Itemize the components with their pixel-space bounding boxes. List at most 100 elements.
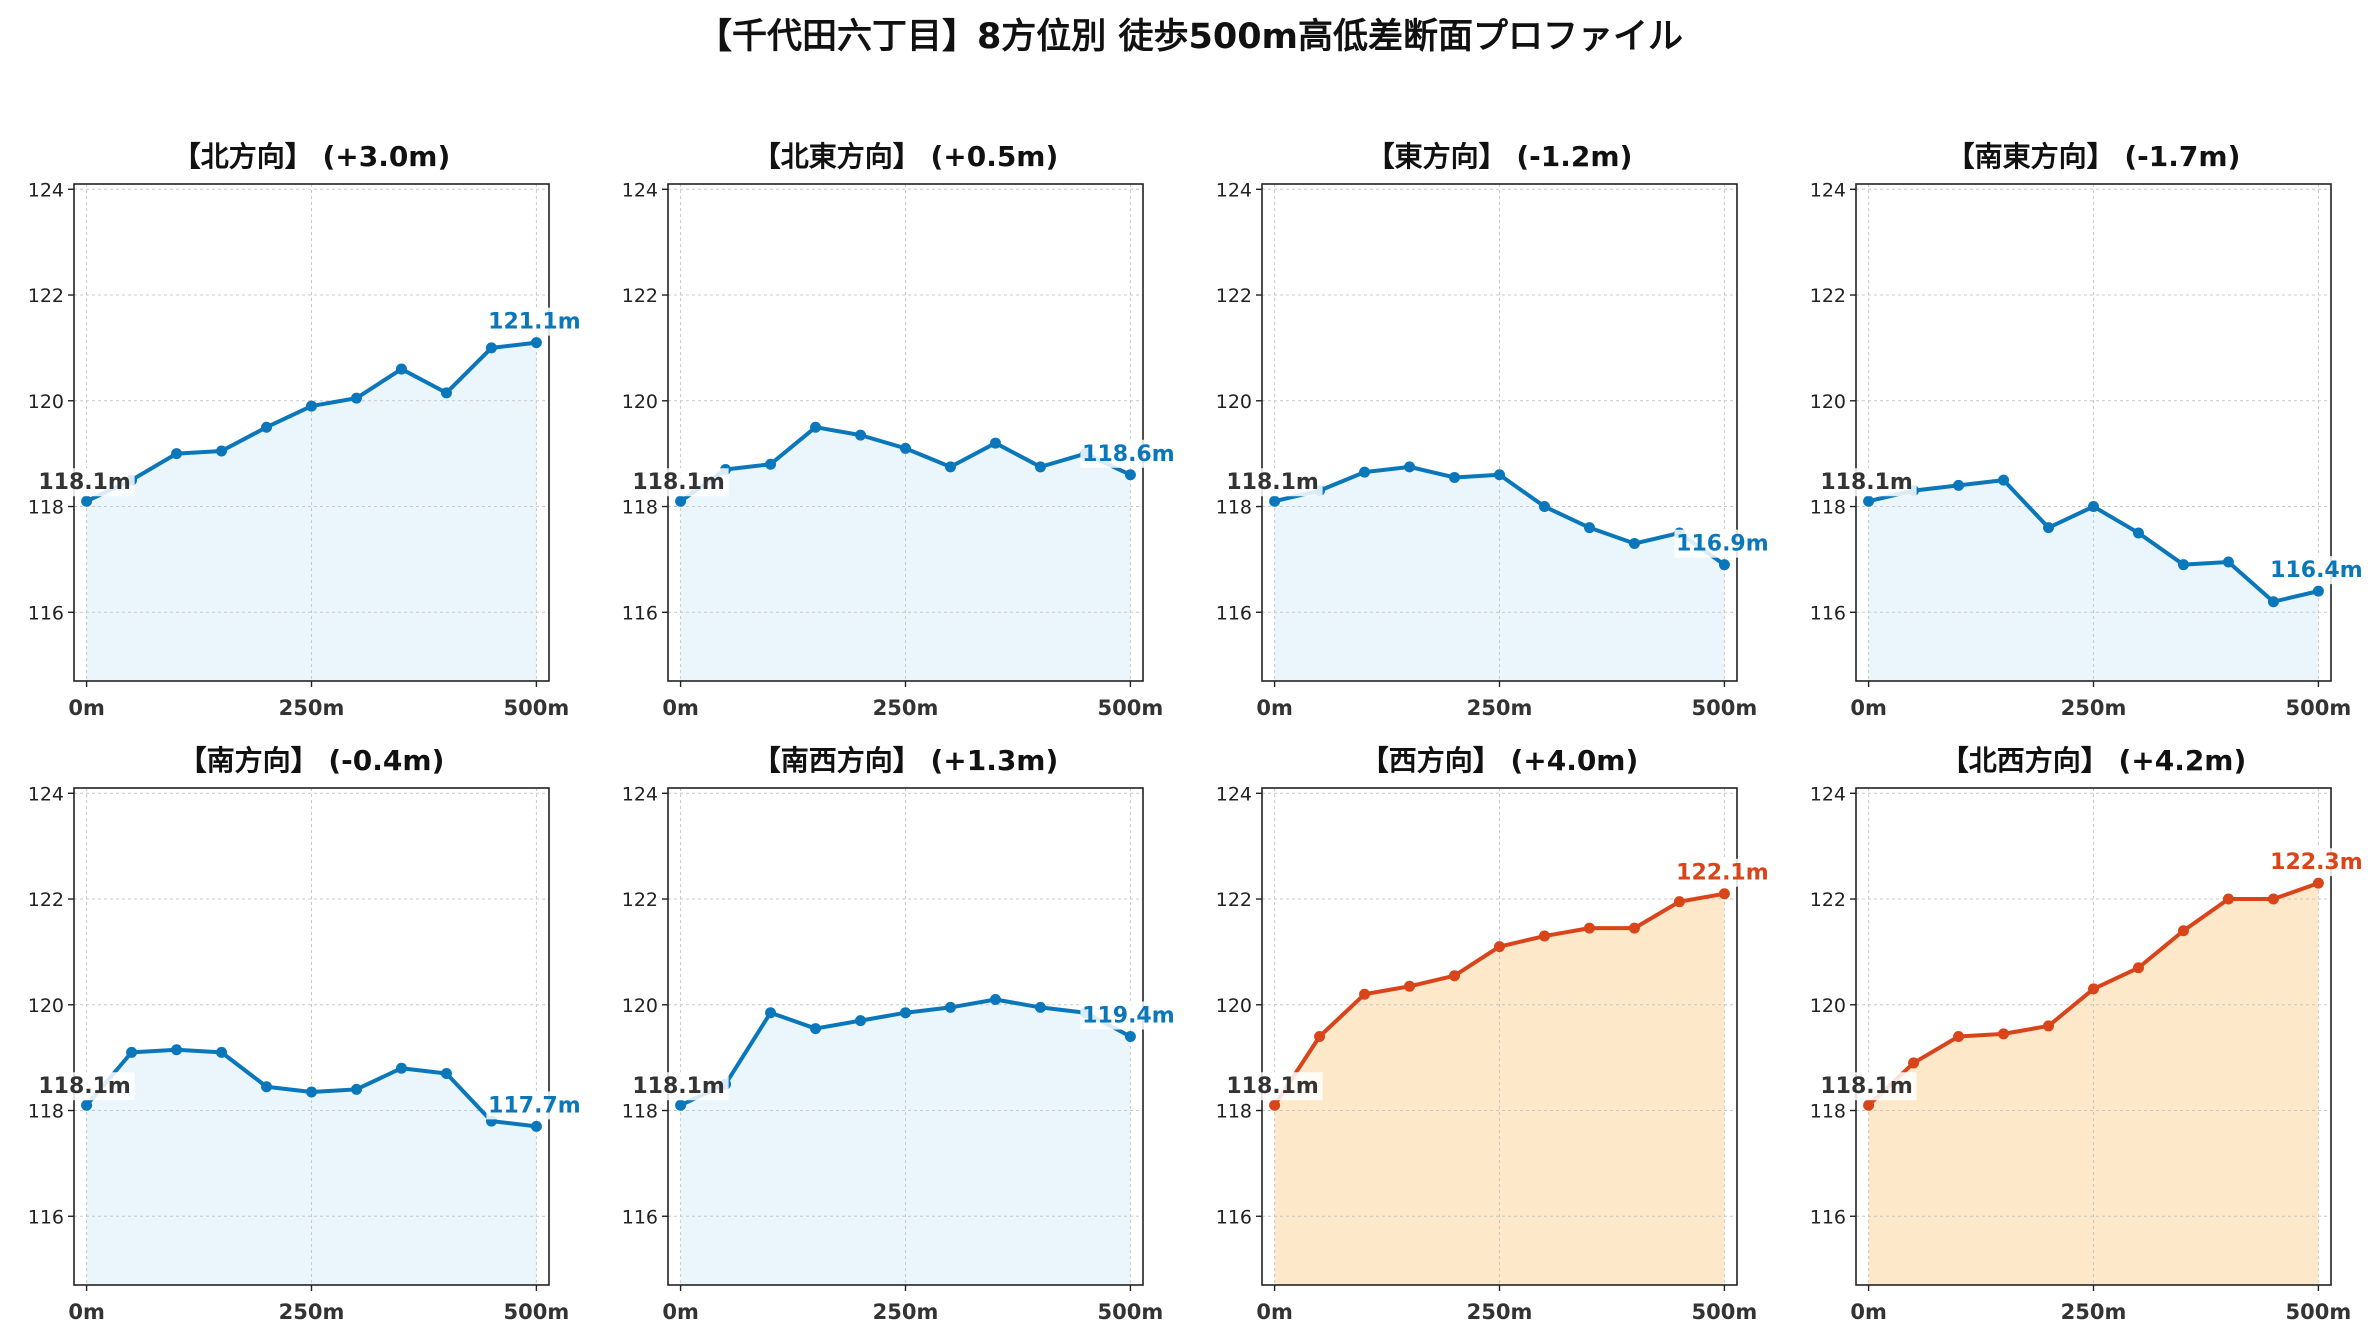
y-tick-label: 122 (28, 889, 64, 911)
data-point (944, 461, 956, 473)
y-tick-label: 124 (28, 783, 64, 805)
end-value-label: 119.4m (1082, 1004, 1175, 1029)
y-tick-label: 124 (622, 179, 658, 201)
data-point (765, 1007, 777, 1019)
data-point (1863, 495, 1875, 507)
end-value-label: 116.4m (2270, 558, 2363, 583)
data-point (2312, 585, 2324, 597)
chart-panel-7: 【西方向】 (+4.0m) 116 118 120 122 124 0m 250m 500m 11… (1216, 744, 1773, 1324)
x-tick-label: 500m (1098, 696, 1164, 720)
x-tick-label: 0m (1256, 696, 1293, 720)
data-point (1998, 474, 2010, 486)
area-fill (680, 427, 1131, 681)
start-label-bg (1224, 1072, 1323, 1101)
data-point (440, 1068, 452, 1080)
y-tick-label: 120 (1216, 995, 1252, 1017)
data-point (1538, 930, 1550, 942)
data-point (2088, 983, 2099, 995)
x-tick-label: 500m (2286, 1300, 2352, 1324)
data-point (1673, 896, 1685, 908)
start-value-label: 118.1m (1226, 1074, 1319, 1099)
y-tick-label: 116 (1810, 602, 1846, 624)
start-label-bg (36, 1072, 135, 1101)
y-tick-label: 118 (1216, 497, 1252, 519)
start-value-label: 118.1m (1820, 470, 1913, 495)
end-label-bg (1080, 1001, 1179, 1030)
end-label-bg (486, 307, 585, 336)
x-tick-label: 250m (1467, 1300, 1533, 1324)
start-label-bg (36, 468, 135, 497)
x-tick-label: 250m (873, 1300, 939, 1324)
y-tick-label: 124 (28, 179, 64, 201)
data-point (1863, 1099, 1875, 1111)
data-point (2043, 1020, 2055, 1032)
data-point (1494, 941, 1505, 953)
data-point (2267, 893, 2279, 905)
y-tick-label: 116 (1216, 602, 1252, 624)
data-point (1718, 888, 1730, 900)
panel-title: 【南東方向】 (-1.7m) (1947, 140, 2241, 173)
data-point (1314, 1031, 1326, 1042)
y-tick-label: 120 (1810, 995, 1846, 1017)
end-value-label: 118.6m (1082, 442, 1175, 467)
data-point (2132, 962, 2144, 974)
chart-panel-4: 【南東方向】 (-1.7m) 116 118 120 122 124 0m 250m 500m 1… (1810, 140, 2367, 720)
y-tick-label: 120 (622, 391, 658, 413)
end-label-bg (2268, 848, 2367, 877)
y-tick-label: 122 (622, 285, 658, 307)
y-tick-label: 120 (1216, 391, 1252, 413)
x-tick-label: 0m (68, 1300, 105, 1324)
x-tick-label: 250m (279, 696, 345, 720)
chart-panel-2: 【北東方向】 (+0.5m) 116 118 120 122 124 0m 250m 500m 1… (622, 140, 1179, 720)
y-tick-label: 116 (28, 1206, 64, 1228)
end-label-bg (2268, 556, 2367, 585)
data-point (2222, 893, 2234, 905)
data-point (216, 445, 228, 457)
data-point (1998, 1028, 2010, 1040)
x-tick-label: 500m (504, 1300, 570, 1324)
data-point (395, 363, 407, 375)
x-tick-label: 0m (1256, 1300, 1293, 1324)
data-point (1124, 469, 1136, 481)
x-tick-label: 0m (662, 696, 699, 720)
data-point (395, 1062, 407, 1074)
start-value-label: 118.1m (632, 1074, 725, 1099)
data-point (2088, 501, 2099, 513)
panel-title: 【西方向】 (+4.0m) (1361, 744, 1639, 777)
data-point (1628, 922, 1640, 934)
chart-panel-8: 【北西方向】 (+4.2m) 116 118 120 122 124 0m 250m 500m 1… (1810, 744, 2367, 1324)
y-tick-label: 120 (28, 995, 64, 1017)
y-tick-label: 118 (1810, 497, 1846, 519)
data-point (1449, 471, 1461, 483)
data-point (944, 1001, 956, 1013)
x-tick-label: 0m (1850, 1300, 1887, 1324)
y-tick-label: 116 (1810, 1206, 1846, 1228)
chart-panel-1: 【北方向】 (+3.0m) 116 118 120 122 124 0m 250m 500m 11… (28, 140, 585, 720)
end-label-bg (486, 1091, 585, 1120)
x-tick-label: 0m (68, 696, 105, 720)
data-point (1494, 469, 1505, 481)
data-point (530, 1120, 542, 1132)
data-point (810, 1023, 822, 1035)
data-point (2043, 522, 2055, 534)
data-point (2312, 877, 2324, 889)
data-point (1953, 1031, 1965, 1042)
x-tick-label: 500m (504, 696, 570, 720)
y-tick-label: 116 (622, 602, 658, 624)
y-tick-label: 124 (1810, 179, 1846, 201)
data-point (989, 993, 1001, 1005)
y-tick-label: 124 (622, 783, 658, 805)
data-point (2222, 556, 2234, 568)
panel-title: 【南西方向】 (+1.3m) (753, 744, 1059, 777)
area-fill (1274, 466, 1725, 681)
y-tick-label: 122 (1810, 889, 1846, 911)
y-tick-label: 122 (28, 285, 64, 307)
data-point (2177, 559, 2189, 571)
x-tick-label: 250m (2061, 1300, 2127, 1324)
data-point (1269, 1099, 1281, 1111)
x-tick-label: 250m (2061, 696, 2127, 720)
start-label-bg (630, 1072, 729, 1101)
y-tick-label: 118 (1810, 1101, 1846, 1123)
chart-title: 【千代田六丁目】8方位別 徒歩500m高低差断面プロファイル (696, 17, 1684, 57)
